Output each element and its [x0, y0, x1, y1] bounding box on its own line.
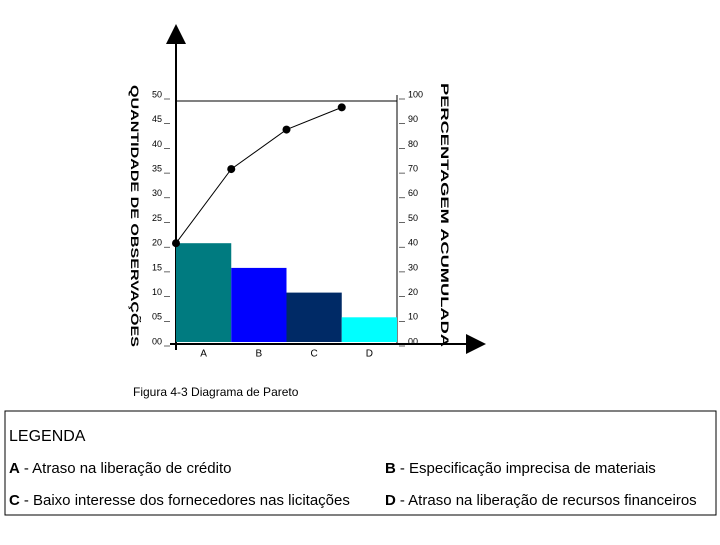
y-tick-label: 25	[152, 213, 162, 223]
legend-text: - Atraso na liberação de crédito	[24, 460, 232, 477]
y-tick-label: 45	[152, 114, 162, 124]
legend-box	[4, 410, 717, 516]
y2-tick-label: 40	[408, 238, 418, 248]
legend-text: - Baixo interesse dos fornecedores nas l…	[24, 492, 350, 509]
y-tick-label: 05	[152, 312, 162, 322]
legend-item: C- Baixo interesse dos fornecedores nas …	[9, 492, 350, 509]
bar	[176, 243, 232, 342]
y2-tick-label: 30	[408, 262, 418, 272]
legend-item: B- Especificação imprecisa de materiais	[385, 460, 656, 477]
bar	[231, 267, 287, 342]
line-point	[282, 125, 291, 134]
y-axis-title: QUANTIDADE DE OBSERVAÇÕES	[128, 85, 141, 347]
legend-key: C	[9, 492, 20, 509]
y-tick-label: 30	[152, 188, 162, 198]
legend-text: - Atraso na liberação de recursos financ…	[400, 492, 697, 509]
x-tick-label: A	[200, 349, 207, 360]
line-point	[172, 239, 180, 248]
y2-tick-label: 70	[408, 163, 418, 173]
y2-tick-label: 50	[408, 213, 418, 223]
legend-key: B	[385, 460, 396, 477]
y2-tick-label: 00	[408, 336, 418, 346]
legend-key: D	[385, 492, 396, 509]
y2-tick-label: 100	[408, 89, 423, 99]
x-tick-label: B	[256, 349, 263, 360]
legend-key: A	[9, 460, 20, 477]
y2-tick-label: 80	[408, 139, 418, 149]
legend-text: - Especificação imprecisa de materiais	[400, 460, 656, 477]
y-tick-label: 50	[152, 89, 162, 99]
y2-axis-title: PERCENTAGEM ACUMULADA	[438, 83, 450, 347]
y-tick-label: 00	[152, 336, 162, 346]
y-tick-label: 35	[152, 163, 162, 173]
line-point	[227, 165, 236, 174]
legend-item: D- Atraso na liberação de recursos finan…	[385, 492, 697, 509]
y2-tick-label: 90	[408, 114, 418, 124]
legend-item: A- Atraso na liberação de crédito	[9, 460, 231, 477]
y2-tick-label: 20	[408, 287, 418, 297]
legend-title: LEGENDA	[9, 428, 86, 445]
caption: Figura 4-3 Diagrama de Pareto	[133, 385, 299, 399]
cumulative-line	[175, 106, 342, 244]
x-tick-label: C	[311, 349, 318, 360]
bar	[341, 317, 397, 342]
bar	[286, 292, 342, 342]
line-point	[337, 103, 346, 112]
y2-tick-label: 60	[408, 188, 418, 198]
y-tick-label: 15	[152, 262, 162, 272]
y-tick-label: 20	[152, 238, 162, 248]
x-tick-label: D	[366, 349, 373, 360]
y-tick-label: 10	[152, 287, 162, 297]
y-tick-label: 40	[152, 139, 162, 149]
y2-tick-label: 10	[408, 312, 418, 322]
